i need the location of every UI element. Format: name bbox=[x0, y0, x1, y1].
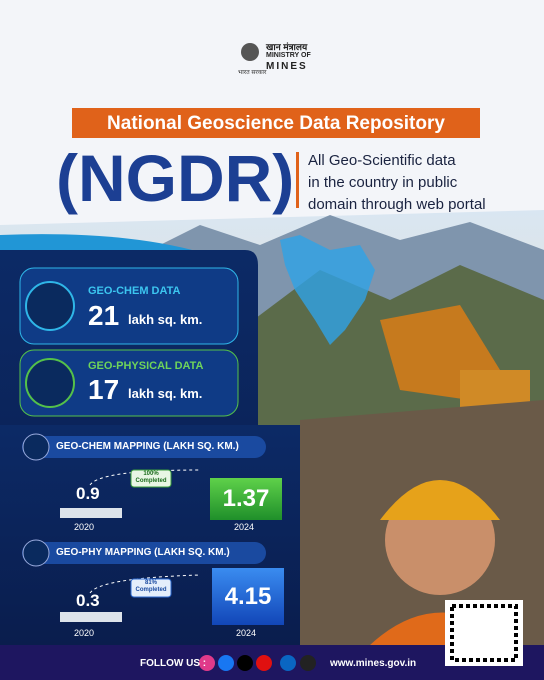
hindi-title: खान मंत्रालय bbox=[266, 42, 308, 52]
badge: 81% Completed bbox=[131, 580, 171, 594]
from-value: 0.3 bbox=[76, 591, 100, 610]
stat-label: GEO-PHYSICAL DATA bbox=[88, 360, 204, 372]
badge-percent: 100% bbox=[143, 471, 159, 477]
stat-label: GEO-CHEM DATA bbox=[88, 285, 181, 297]
stat-value: 21 bbox=[88, 300, 120, 331]
stat-value: 17 bbox=[88, 374, 120, 405]
from-year: 2020 bbox=[74, 628, 95, 638]
from-year: 2020 bbox=[74, 522, 95, 532]
stat-unit: lakh sq. km. bbox=[128, 312, 203, 327]
badge-text: Completed bbox=[135, 587, 167, 593]
mines-label: MINES bbox=[266, 61, 308, 72]
badge-percent: 81% bbox=[144, 580, 157, 586]
to-value: 4.15 bbox=[224, 583, 272, 610]
tagline-line: domain through web portal bbox=[308, 196, 486, 213]
tagline-line: All Geo-Scientific data bbox=[308, 152, 456, 169]
emblem-caption: भारत सरकार bbox=[238, 70, 267, 76]
mapping-title: GEO-CHEM MAPPING (LAKH SQ. KM.) bbox=[56, 441, 239, 452]
tagline-line: in the country in public bbox=[308, 174, 458, 191]
badge-text: Completed bbox=[135, 478, 167, 484]
from-value: 0.9 bbox=[76, 484, 100, 503]
title: National Geoscience Data Repository bbox=[107, 113, 445, 134]
mapping-title: GEO-PHY MAPPING (LAKH SQ. KM.) bbox=[56, 547, 230, 558]
website[interactable]: www.mines.gov.in bbox=[330, 658, 417, 669]
to-value: 1.37 bbox=[222, 485, 270, 512]
to-year: 2024 bbox=[236, 628, 257, 638]
ministry-label: MINISTRY OF bbox=[266, 52, 311, 59]
follow-label: FOLLOW US : bbox=[140, 658, 207, 669]
badge: 100% Completed bbox=[131, 471, 171, 485]
tagline: All Geo-Scientific data in the country in… bbox=[308, 150, 486, 216]
acronym: (NGDR) bbox=[56, 141, 295, 215]
stat-unit: lakh sq. km. bbox=[128, 386, 203, 401]
to-year: 2024 bbox=[234, 522, 255, 532]
